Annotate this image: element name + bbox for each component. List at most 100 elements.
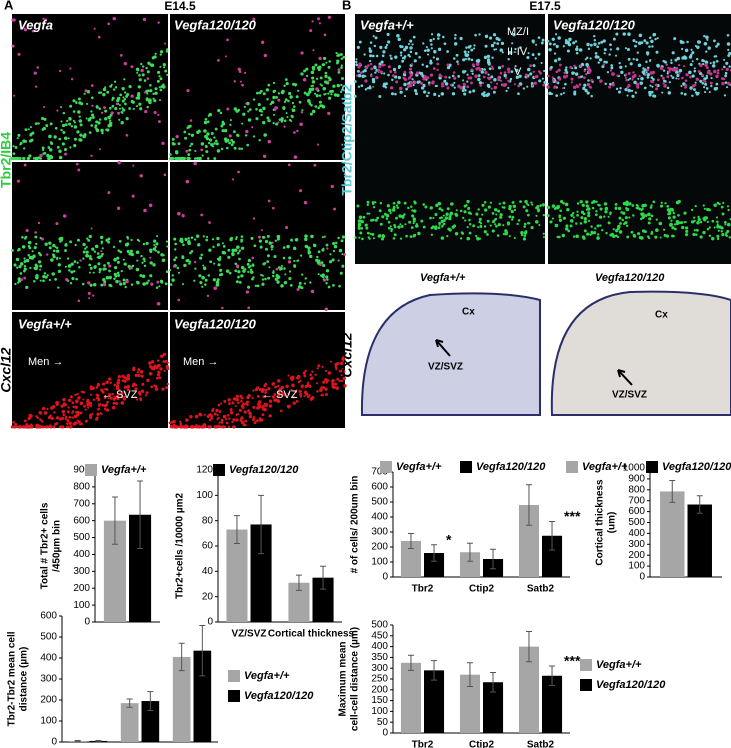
cell (56, 110, 58, 112)
cell (632, 214, 634, 216)
cell (710, 85, 712, 87)
cell (707, 228, 709, 230)
cell (281, 265, 283, 267)
cell (288, 256, 291, 259)
cell (491, 66, 493, 68)
cell (111, 111, 114, 114)
cell (559, 64, 562, 67)
image-label: Vegfa+/+ (420, 272, 466, 284)
cell (709, 235, 711, 237)
cell (424, 75, 427, 78)
cell (543, 233, 545, 235)
cell (104, 110, 107, 113)
cell (66, 422, 69, 425)
cell (650, 206, 653, 209)
cell (210, 143, 213, 146)
cell (288, 163, 291, 166)
cell (664, 84, 666, 86)
cell (234, 147, 237, 150)
cell (69, 240, 72, 243)
cell (308, 385, 311, 388)
cell (539, 204, 542, 207)
cell (217, 149, 221, 153)
cell (149, 261, 152, 264)
cell (173, 238, 176, 241)
cell (479, 225, 482, 228)
cell (312, 80, 315, 83)
cell (378, 65, 381, 68)
cell (237, 276, 240, 279)
legend-swatch (646, 461, 658, 473)
cell (144, 110, 147, 113)
y-axis-label: # of cells/ 200um bin (350, 476, 361, 574)
cell (109, 276, 112, 279)
cell (652, 200, 655, 203)
cell (297, 288, 300, 291)
cell (117, 249, 120, 252)
cell (137, 374, 140, 377)
cell (660, 75, 662, 77)
cell (98, 107, 101, 110)
cell (378, 71, 380, 73)
cell (310, 235, 313, 238)
cell (706, 208, 709, 211)
cell (390, 57, 393, 60)
cell (42, 147, 45, 150)
cell (584, 220, 587, 223)
cell (86, 251, 89, 254)
cell (237, 252, 240, 255)
cell (40, 426, 42, 428)
cell (359, 41, 362, 44)
cell (100, 412, 102, 414)
cell (484, 208, 487, 211)
cell (573, 216, 575, 218)
cell (413, 235, 416, 238)
cell (79, 119, 83, 123)
cell (341, 77, 344, 80)
cell (111, 84, 113, 86)
x-tick-label: Satb2 (527, 740, 555, 748)
cell (608, 86, 611, 89)
cell (673, 37, 676, 40)
marker: ← SVZ (262, 389, 298, 401)
cell (50, 122, 53, 125)
cell (626, 225, 628, 227)
cell (481, 214, 483, 216)
cell (191, 236, 194, 239)
cell (513, 206, 515, 208)
cell (74, 421, 77, 424)
y-axis-label: Maximum mean (338, 641, 349, 716)
cell (87, 407, 89, 409)
cell (646, 41, 649, 44)
cell (163, 254, 165, 256)
cell (470, 213, 472, 215)
cell (355, 61, 357, 63)
cell (653, 33, 656, 36)
cell (695, 233, 698, 236)
cell (627, 89, 631, 93)
cell (24, 237, 27, 240)
cell (258, 236, 261, 239)
cell (160, 89, 163, 92)
cell (433, 56, 435, 58)
cell (273, 114, 275, 116)
cell (177, 426, 179, 428)
cell (604, 52, 606, 54)
cell (551, 93, 553, 95)
cell (99, 148, 101, 150)
cell (226, 38, 229, 41)
cell (334, 383, 337, 386)
cell (212, 246, 214, 248)
cell (436, 85, 438, 87)
cell (316, 94, 319, 97)
cell (102, 268, 105, 271)
cell (503, 201, 506, 204)
cell (488, 206, 491, 209)
cell (492, 229, 495, 232)
y-tick-label: 20 (202, 591, 214, 602)
cell (106, 91, 109, 94)
cell (491, 44, 494, 47)
y-tick-label: 500 (73, 532, 90, 543)
cell (328, 286, 331, 289)
cell (193, 162, 197, 166)
